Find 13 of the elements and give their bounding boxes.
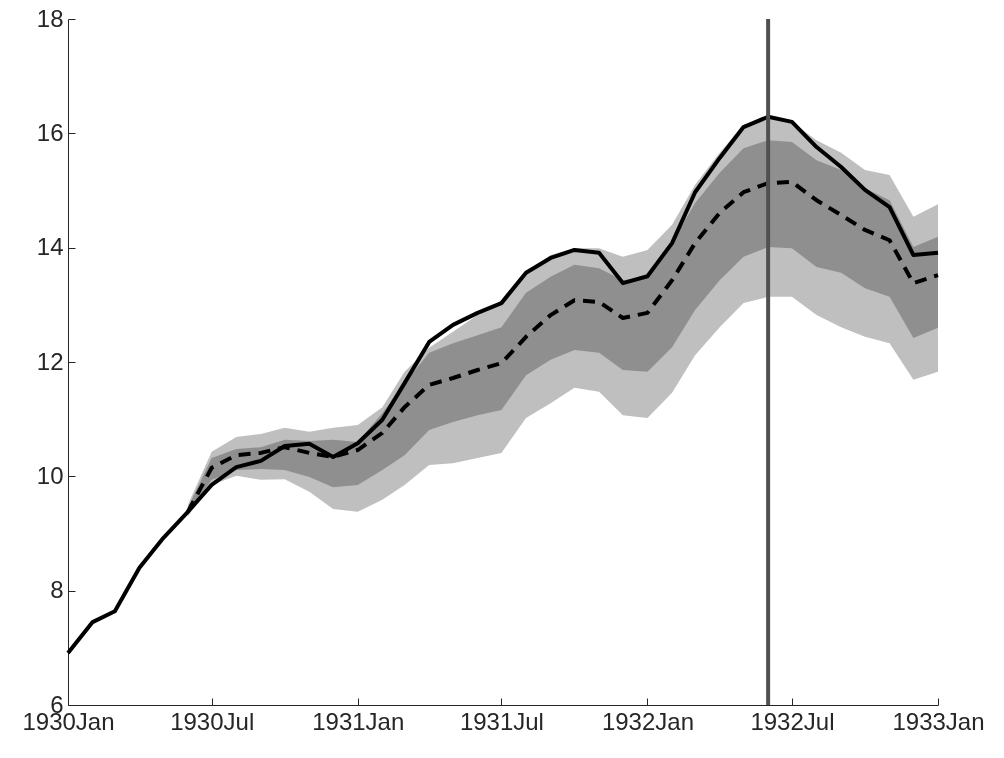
x-tick-label: 1933Jan [892,707,985,735]
x-tick-label: 1932Jul [750,707,835,735]
x-tick-label: 1931Jan [312,707,405,735]
y-tick-label: 18 [36,4,64,32]
y-tick-label: 8 [50,576,64,604]
y-tick-label: 12 [36,347,64,375]
x-tick-label: 1930Jul [170,707,255,735]
line-series [66,114,940,655]
x-tick-label: 1932Jan [601,707,695,735]
x-tick-label: 1931Jul [459,707,544,735]
y-tick-label: 16 [36,118,64,146]
y-tick-label: 14 [36,233,64,261]
y-tick-label: 10 [36,461,64,489]
